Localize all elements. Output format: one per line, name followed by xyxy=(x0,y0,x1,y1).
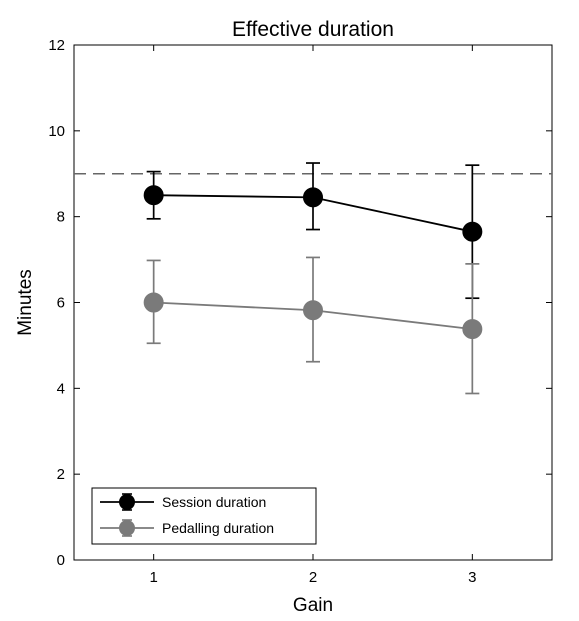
y-tick-label: 6 xyxy=(57,295,65,312)
y-tick-label: 2 xyxy=(57,466,65,483)
legend-marker-1 xyxy=(119,520,135,536)
x-tick-label: 2 xyxy=(309,569,317,586)
data-point-1 xyxy=(462,319,483,340)
data-point-1 xyxy=(143,292,164,313)
y-tick-label: 12 xyxy=(48,37,65,54)
y-tick-label: 8 xyxy=(57,209,65,226)
y-axis-label: Minutes xyxy=(15,269,36,336)
legend-marker-0 xyxy=(119,494,135,510)
data-point-1 xyxy=(303,300,323,321)
y-tick-label: 4 xyxy=(57,380,65,397)
data-point-0 xyxy=(303,187,323,208)
x-axis-label: Gain xyxy=(293,595,333,616)
y-tick-label: 10 xyxy=(48,123,65,140)
legend-label-0: Session duration xyxy=(162,494,266,510)
data-point-0 xyxy=(143,185,164,206)
chart-title: Effective duration xyxy=(232,18,394,41)
legend-label-1: Pedalling duration xyxy=(162,520,274,536)
x-tick-label: 3 xyxy=(468,569,476,586)
data-point-0 xyxy=(462,221,483,242)
x-tick-label: 1 xyxy=(149,569,157,586)
y-tick-label: 0 xyxy=(57,552,65,569)
